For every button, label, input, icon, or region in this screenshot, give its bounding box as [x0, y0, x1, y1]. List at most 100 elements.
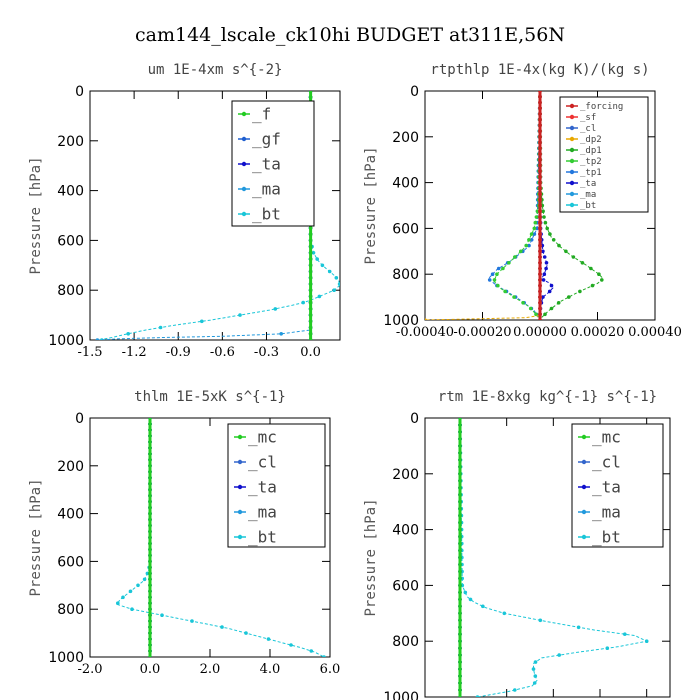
series-marker-mc — [148, 637, 152, 641]
legend-entry: _forcing — [580, 102, 623, 112]
x-tick-label: 0.0 — [140, 662, 161, 677]
legend-marker-tp1 — [569, 169, 575, 175]
series-marker-forcing — [538, 175, 542, 179]
series-marker-dp1 — [567, 295, 571, 299]
series-marker-forcing — [538, 146, 542, 151]
series-group — [425, 91, 605, 320]
series-marker-mc — [148, 643, 152, 647]
series-marker-bt — [309, 649, 314, 653]
legend-marker-tp2 — [569, 158, 575, 164]
legend-marker-ma — [569, 191, 575, 197]
legend-marker-ta — [237, 484, 243, 490]
series-marker-tp2 — [534, 312, 538, 317]
panel-title: um 1E-4xm s^{-2} — [148, 62, 283, 78]
series-marker-mc — [458, 569, 462, 574]
series-line-bt — [116, 418, 325, 657]
series-marker-f — [308, 338, 313, 340]
series-marker-mc — [458, 646, 462, 650]
series-marker-mc — [458, 604, 462, 609]
series-marker-ta — [542, 272, 547, 277]
series-marker-bt — [121, 595, 125, 600]
series-marker-bt — [317, 294, 322, 299]
series-marker-bt — [532, 681, 537, 685]
series-marker-mc — [458, 437, 462, 441]
legend-marker-ta — [581, 484, 587, 490]
series-marker-mc — [148, 452, 152, 456]
y-tick-label: 1000 — [48, 333, 84, 349]
legend-entry: _ma — [592, 503, 621, 522]
legend-entry: _bt — [252, 205, 281, 224]
series-marker-tp2 — [501, 266, 505, 271]
x-tick-label: -2.0 — [77, 662, 102, 677]
y-tick-label: 800 — [392, 634, 419, 650]
series-marker-tp2 — [535, 209, 540, 213]
y-tick-label: 0 — [75, 84, 84, 100]
panels: um 1E-4xm s^{-2} Pressure [hPa] 0 200 400 600… — [28, 62, 682, 700]
series-marker-f — [308, 319, 313, 324]
series-marker-mc — [148, 631, 152, 635]
legend-entry: _f — [252, 105, 271, 124]
series-marker-f — [308, 276, 313, 280]
series-marker-mc — [458, 597, 462, 602]
series-marker-f — [308, 269, 313, 274]
series-marker-tp2 — [513, 255, 517, 259]
series-group — [458, 418, 649, 697]
series-marker-bt — [502, 611, 507, 616]
series-marker-forcing — [538, 318, 542, 320]
legend-marker-ta — [241, 161, 247, 167]
series-marker-forcing — [538, 117, 542, 122]
series-marker-bt — [327, 269, 332, 274]
series-marker-f — [308, 232, 313, 236]
series-marker-f — [308, 325, 313, 330]
series-marker-dp1 — [551, 238, 556, 242]
series-marker-tp1 — [532, 232, 537, 236]
series-marker-mc — [458, 492, 462, 497]
legend-box — [227, 423, 326, 548]
series-marker-forcing — [538, 238, 542, 242]
series-marker-bt — [289, 643, 293, 647]
series-marker-bt — [332, 288, 336, 293]
series-marker-forcing — [538, 152, 542, 156]
y-tick-label: 1000 — [383, 313, 419, 329]
series-marker-mc — [148, 422, 152, 426]
series-marker-mc — [458, 506, 462, 511]
legend-entry: _cl — [248, 453, 277, 472]
series-marker-forcing — [538, 112, 542, 116]
series-marker-bt — [315, 257, 320, 261]
legend-marker-f — [241, 111, 247, 117]
series-marker-mc — [148, 446, 152, 450]
series-marker-f — [308, 294, 313, 299]
x-tick-label: -0.9 — [166, 345, 191, 360]
x-tick-label: -0.00040 — [396, 325, 454, 340]
y-tick-label: 200 — [57, 134, 84, 150]
legend-marker-dp1 — [569, 147, 575, 153]
legend-marker-bt — [581, 534, 587, 540]
series-marker-bt — [481, 604, 485, 609]
series-marker-tp2 — [528, 306, 533, 311]
panel-title: rtm 1E-8xkg kg^{-1} s^{-1} — [438, 389, 657, 405]
series-marker-mc — [458, 534, 462, 539]
series-marker-f — [308, 244, 313, 249]
series-marker-bt — [200, 319, 204, 324]
series-marker-mc — [148, 619, 152, 623]
series-marker-mc — [148, 499, 152, 504]
series-marker-tp2 — [495, 272, 499, 277]
series-marker-forcing — [538, 106, 542, 110]
series-marker-mc — [458, 548, 462, 553]
series-marker-f — [308, 257, 313, 261]
series-marker-mc — [148, 649, 152, 653]
y-axis-label: Pressure [hPa] — [28, 156, 44, 274]
y-tick-label: 400 — [57, 184, 84, 200]
series-marker-mc — [458, 660, 462, 664]
panel-title: thlm 1E-5xK s^{-1} — [134, 389, 286, 405]
series-marker-forcing — [538, 301, 542, 305]
series-marker-mc — [148, 529, 152, 534]
series-marker-dp1 — [557, 243, 561, 248]
series-marker-bt — [538, 618, 543, 623]
series-marker-f — [308, 313, 313, 317]
y-tick-label: 200 — [57, 459, 84, 475]
legend-entry: _cl — [580, 124, 596, 134]
series-marker-forcing — [538, 94, 542, 99]
series-marker-bt — [322, 655, 326, 657]
series-marker-forcing — [538, 203, 542, 208]
